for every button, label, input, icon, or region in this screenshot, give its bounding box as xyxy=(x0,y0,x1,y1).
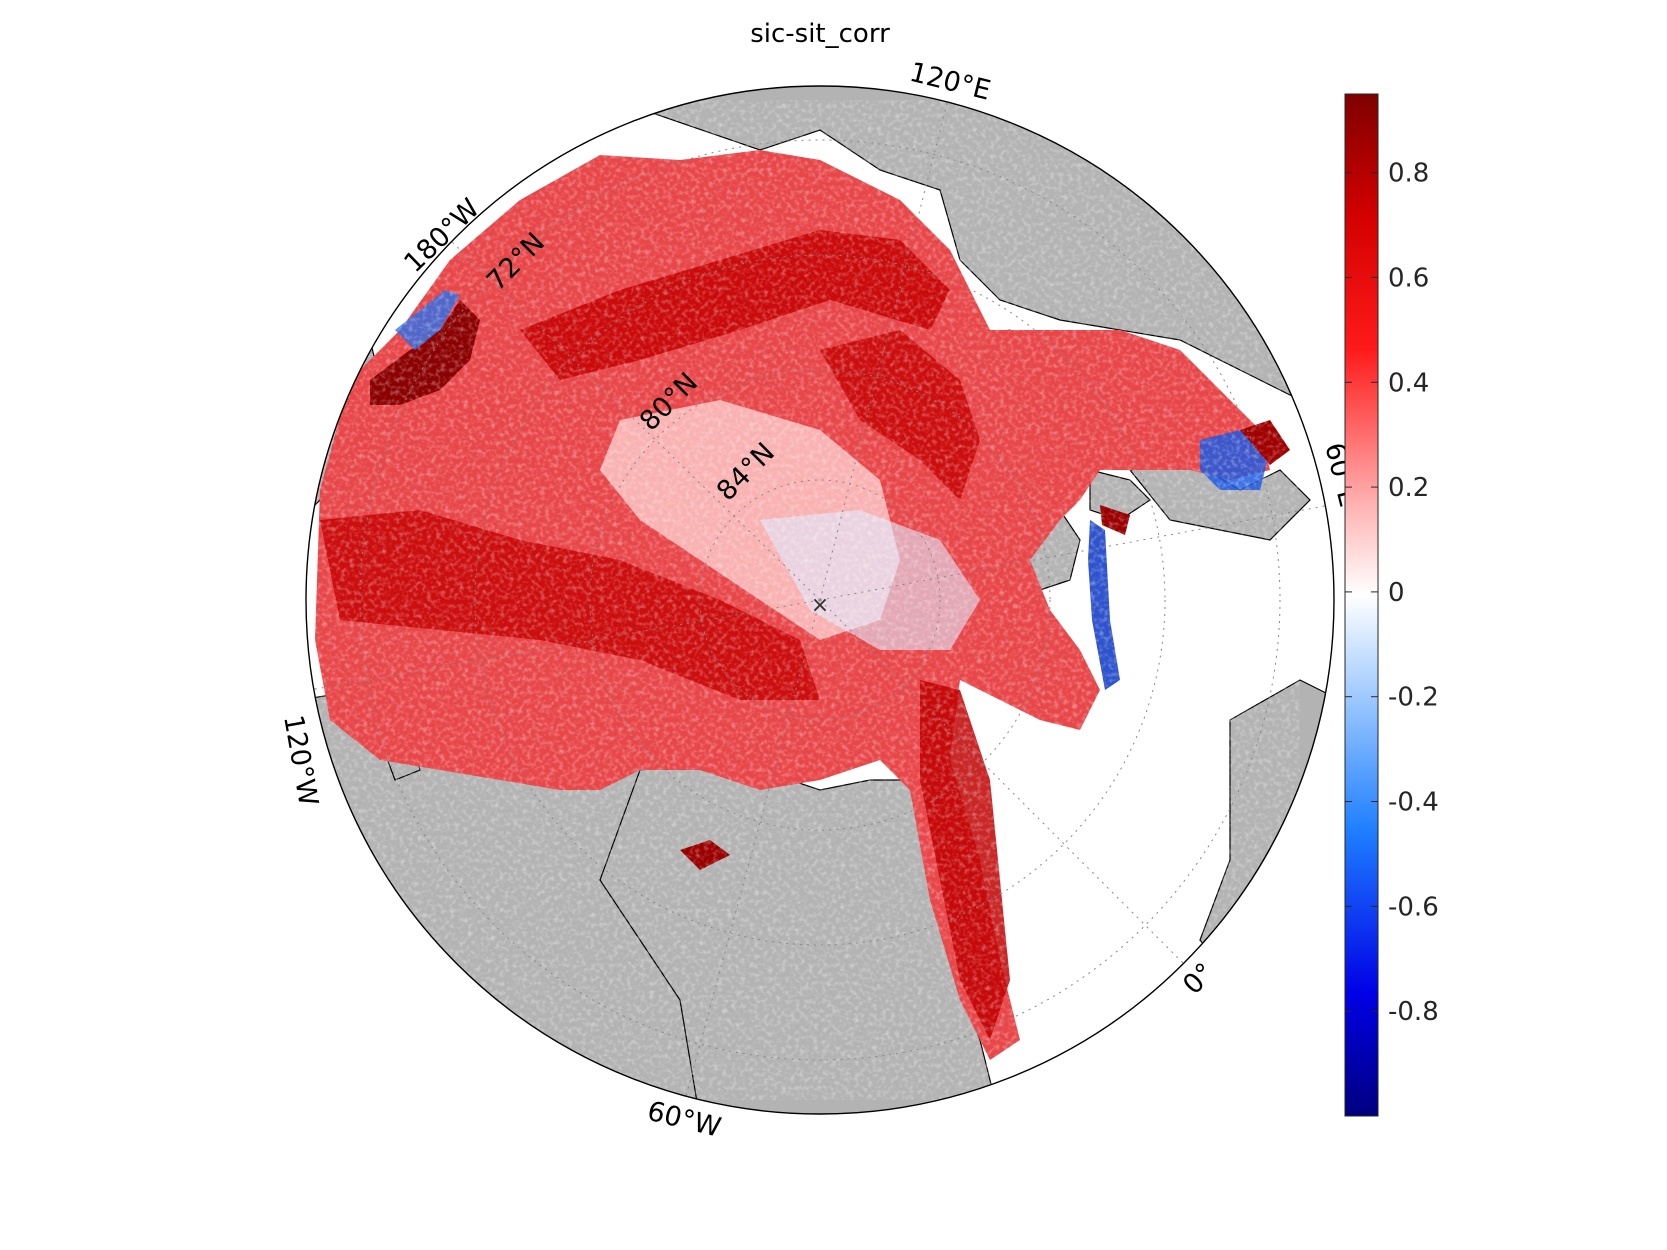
colorbar-tick-label: -0.6 xyxy=(1388,892,1439,922)
colorbar-tick-label: 0.8 xyxy=(1388,159,1429,189)
colorbar-tick-label: 0.2 xyxy=(1388,473,1429,503)
field-speckle xyxy=(306,100,1300,1100)
graticule-lat-76 xyxy=(474,254,1166,946)
north-pole-marker: × xyxy=(811,593,829,618)
polar-map xyxy=(306,86,1334,1114)
colorbar-tick-label: -0.8 xyxy=(1388,997,1439,1027)
graticule-lat-84 xyxy=(699,479,941,721)
colorbar-gradient xyxy=(1344,93,1379,1117)
colorbar-tick-label: 0 xyxy=(1388,578,1405,608)
colorbar: 0.8 0.6 0.4 0.2 0 -0.2 -0.4 -0.6 -0.8 xyxy=(1344,93,1439,1117)
colorbar-ticks: 0.8 0.6 0.4 0.2 0 -0.2 -0.4 -0.6 -0.8 xyxy=(1345,159,1439,1027)
colorbar-tick-label: -0.4 xyxy=(1388,788,1439,818)
lon-label-120W: 120°W xyxy=(277,713,323,809)
graticule-lon-60E xyxy=(819,504,1331,601)
graticule-lat-80 xyxy=(589,369,1051,831)
graticule xyxy=(309,99,1331,1101)
colorbar-tick-label: 0.6 xyxy=(1388,263,1429,293)
colorbar-tick-label: 0.4 xyxy=(1388,368,1429,398)
colorbar-tick-label: -0.2 xyxy=(1388,683,1439,713)
figure-title: sic-sit_corr xyxy=(750,19,890,49)
correlation-field xyxy=(306,100,1300,1100)
graticule-lat-72 xyxy=(359,139,1281,1061)
map-frame xyxy=(305,85,1335,1115)
